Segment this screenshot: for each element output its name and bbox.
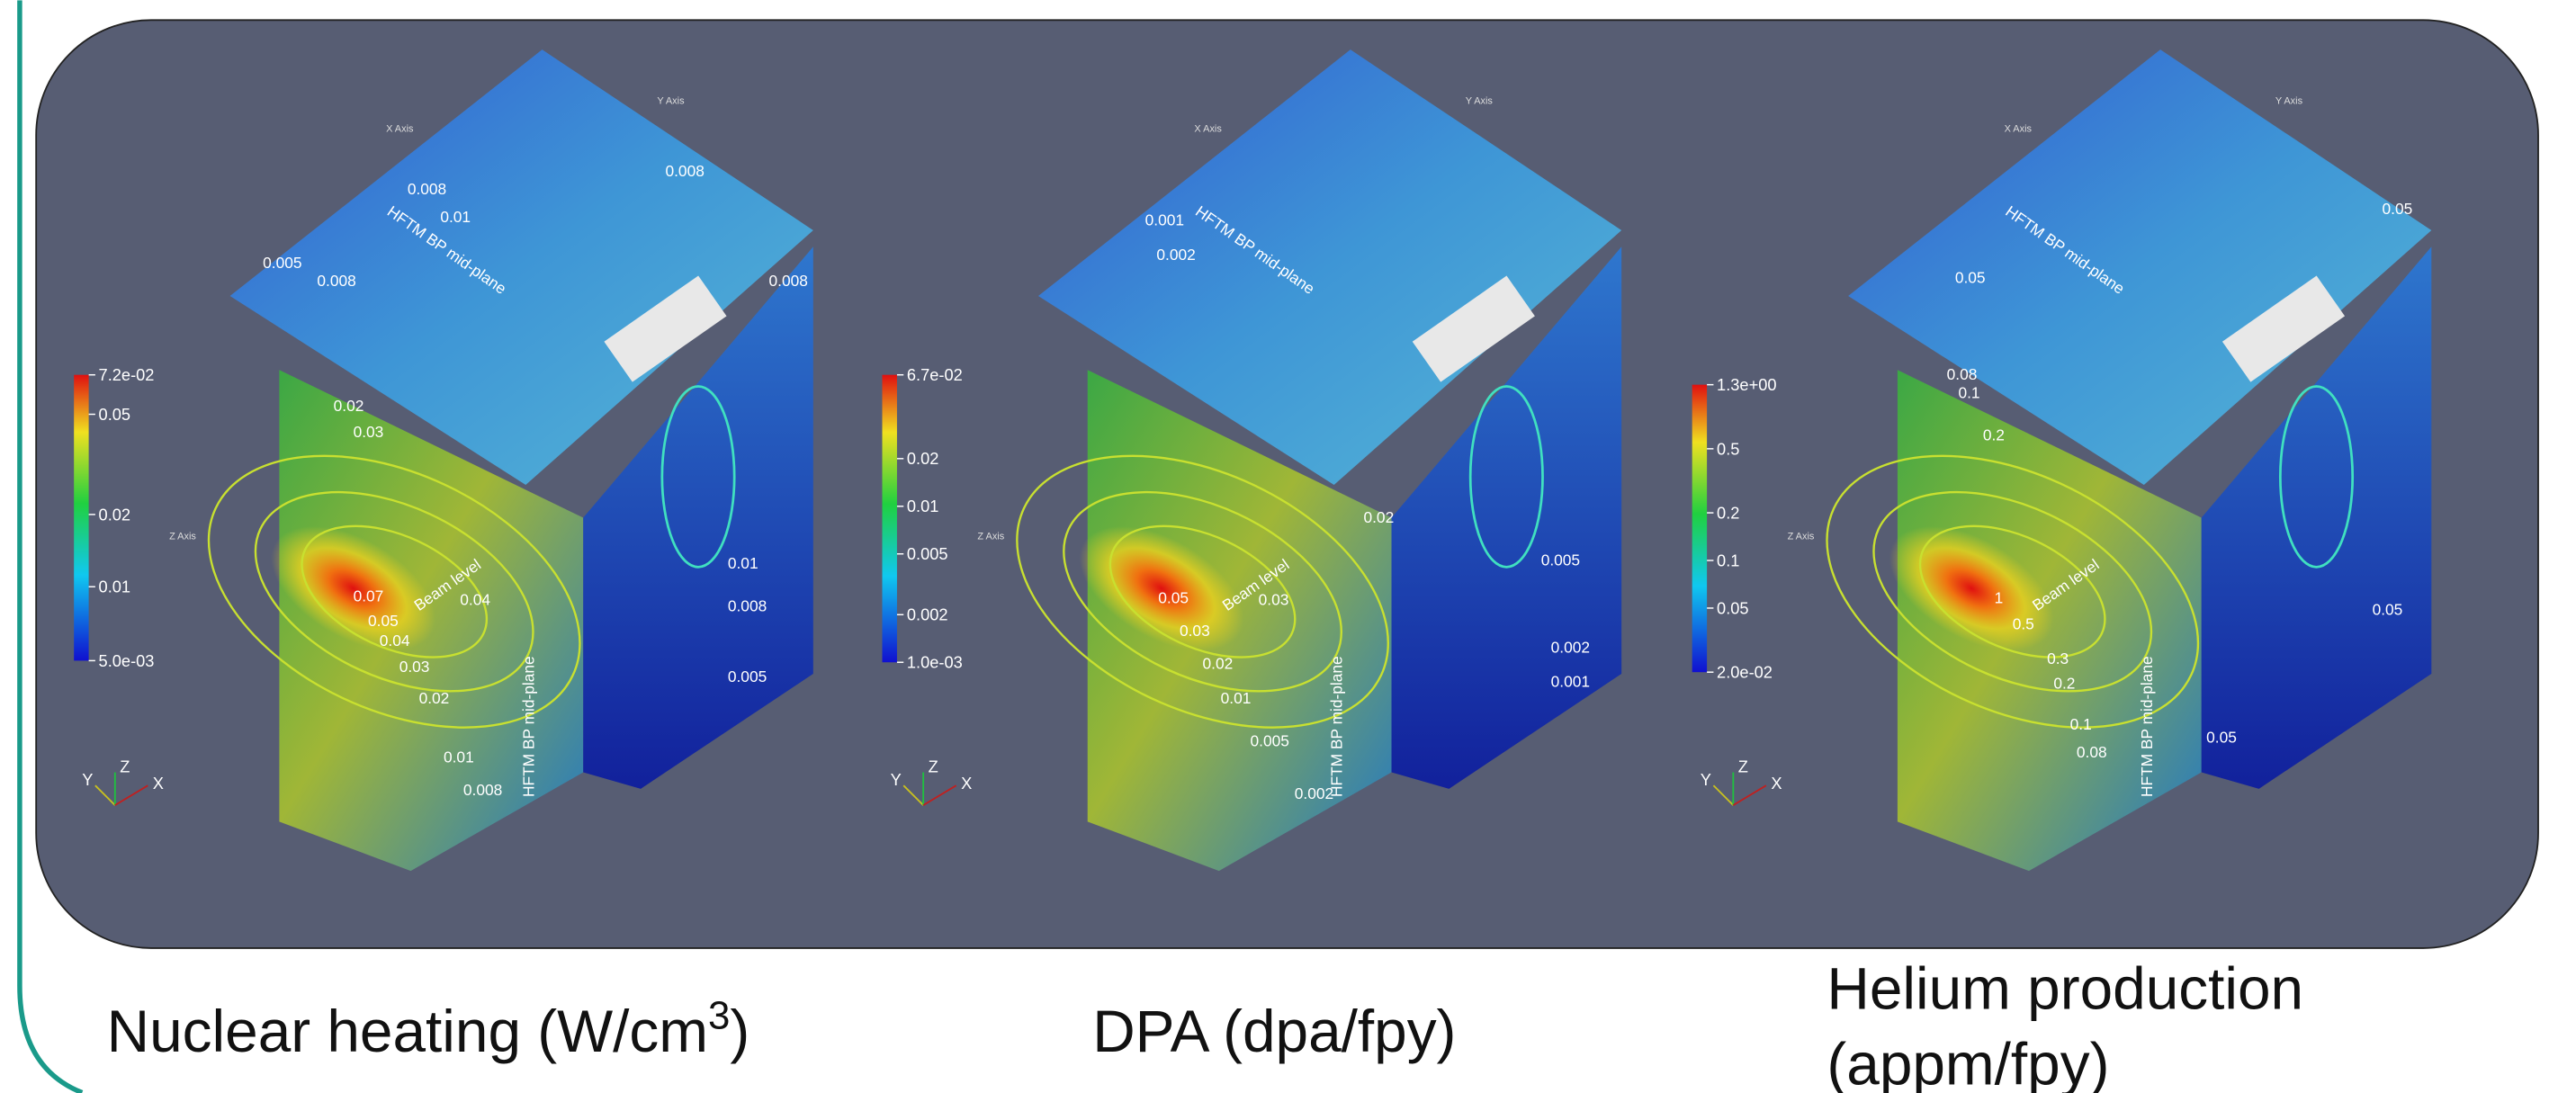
colorbar-label: 0.005 <box>907 544 948 563</box>
colorbar-label: 0.2 <box>1717 503 1739 522</box>
contour-label: 0.008 <box>317 272 355 290</box>
axis-label: X Axis <box>1194 123 1222 134</box>
annotation: HFTM BP mid-plane <box>519 656 537 797</box>
triad-label: X <box>1771 774 1782 793</box>
colorbar-label: 0.5 <box>1717 439 1739 458</box>
caption: Helium production <box>1827 954 2303 1021</box>
contour-label: 1 <box>1995 588 2004 606</box>
triad-label: Z <box>1738 757 1748 776</box>
triad-label: Z <box>120 757 130 776</box>
contour-label: 0.008 <box>728 597 767 615</box>
contour-label: 0.02 <box>334 397 364 415</box>
contour-label: 0.02 <box>1363 508 1394 526</box>
axis-label: Z Axis <box>1788 531 1815 542</box>
axis-label: Y Axis <box>1466 95 1494 106</box>
contour-label: 0.005 <box>1541 551 1580 569</box>
colorbar-label: 0.002 <box>907 605 948 624</box>
axis-label: Z Axis <box>169 531 196 542</box>
colorbar-label: 0.01 <box>907 497 939 515</box>
annotation: HFTM BP mid-plane <box>1328 656 1346 797</box>
triad-label: Y <box>1701 770 1711 789</box>
contour-label: 0.008 <box>463 781 502 799</box>
colorbar <box>883 375 897 663</box>
contour-label: 0.1 <box>1958 383 1979 401</box>
contour-label: 0.05 <box>2373 600 2403 618</box>
contour-label: 0.03 <box>1259 590 1289 608</box>
colorbar-label: 0.1 <box>1717 551 1739 569</box>
contour-label: 0.03 <box>1180 622 1210 640</box>
caption-superscript: 3 <box>708 993 730 1037</box>
contour-label: 0.08 <box>2077 743 2107 761</box>
contour-label: 0.008 <box>665 162 704 180</box>
contour-label: 0.03 <box>354 423 384 441</box>
colorbar <box>1692 385 1707 673</box>
contour-label: 0.05 <box>2383 200 2413 218</box>
contour-label: 0.005 <box>1251 731 1289 749</box>
colorbar-label: 0.02 <box>907 449 939 468</box>
contour-label: 0.008 <box>408 180 446 198</box>
contour-label: 0.01 <box>728 554 758 572</box>
colorbar-label: 0.01 <box>99 578 131 596</box>
contour-label: 0.5 <box>2013 615 2034 633</box>
colorbar-label: 1.0e-03 <box>907 653 963 672</box>
contour-label: 0.001 <box>1145 211 1184 229</box>
contour-label: 0.07 <box>354 587 384 605</box>
contour-label: 0.01 <box>1221 689 1252 707</box>
contour-label: 0.1 <box>2070 715 2092 733</box>
caption: (appm/fpy) <box>1827 1030 2109 1093</box>
triad-label: Z <box>929 757 938 776</box>
triad-label: X <box>153 774 164 793</box>
colorbar-label: 0.05 <box>1717 598 1749 617</box>
contour-label: 0.001 <box>1551 673 1590 691</box>
triad-label: X <box>961 774 972 793</box>
contour-label: 0.005 <box>728 667 767 685</box>
triad-label: Y <box>891 770 902 789</box>
contour-label: 0.008 <box>769 272 808 290</box>
axis-label: Y Axis <box>2275 95 2303 106</box>
contour-label: 0.04 <box>460 590 490 608</box>
slide: 7.2e-02 0.05 0.02 0.01 5.0e-03 0.008 0.01 0.005… <box>0 0 2576 1093</box>
axis-label: X Axis <box>386 123 414 134</box>
colorbar-label: 0.05 <box>99 405 131 424</box>
axis-label: X Axis <box>2005 123 2033 134</box>
contour-label: 0.002 <box>1551 638 1590 656</box>
contour-label: 0.3 <box>2047 650 2069 667</box>
contour-label: 0.02 <box>1203 655 1234 673</box>
colorbar-label: 5.0e-03 <box>99 651 155 670</box>
colorbar-label: 2.0e-02 <box>1717 663 1773 682</box>
contour-label: 0.2 <box>2053 674 2075 692</box>
caption: DPA (dpa/fpy) <box>1092 998 1456 1064</box>
colorbar-label: 1.3e+00 <box>1717 375 1776 394</box>
contour-label: 0.05 <box>1955 268 1986 286</box>
triad-label: Y <box>82 770 93 789</box>
contour-label: 0.05 <box>1158 588 1189 606</box>
caption-text: ) <box>730 998 749 1064</box>
contour-label: 0.05 <box>2206 729 2237 747</box>
colorbar-label: 7.2e-02 <box>99 365 155 384</box>
caption: Nuclear heating (W/cm3) <box>107 993 750 1064</box>
contour-label: 0.02 <box>419 689 450 707</box>
contour-label: 0.01 <box>444 748 474 766</box>
colorbar-label: 6.7e-02 <box>907 365 963 384</box>
panels: 7.2e-02 0.05 0.02 0.01 5.0e-03 0.008 0.01 0.005… <box>74 49 2431 871</box>
axis-label: Y Axis <box>657 95 685 106</box>
contour-label: 0.005 <box>263 254 301 272</box>
contour-label: 0.08 <box>1947 365 1978 383</box>
contour-label: 0.01 <box>440 208 471 226</box>
contour-label: 0.002 <box>1156 246 1195 264</box>
contour-label: 0.2 <box>1983 426 2005 444</box>
contour-label: 0.04 <box>380 632 410 650</box>
annotation: HFTM BP mid-plane <box>2138 656 2156 797</box>
axis-label: Z Axis <box>977 531 1004 542</box>
caption-text: Nuclear heating (W/cm <box>107 998 708 1064</box>
contour-label: 0.03 <box>399 658 430 676</box>
page: {"panels":[ {"caption":["Nuclear heating… <box>0 0 2576 1093</box>
colorbar <box>74 375 88 661</box>
colorbar-label: 0.02 <box>99 505 131 524</box>
contour-label: 0.05 <box>368 612 399 630</box>
